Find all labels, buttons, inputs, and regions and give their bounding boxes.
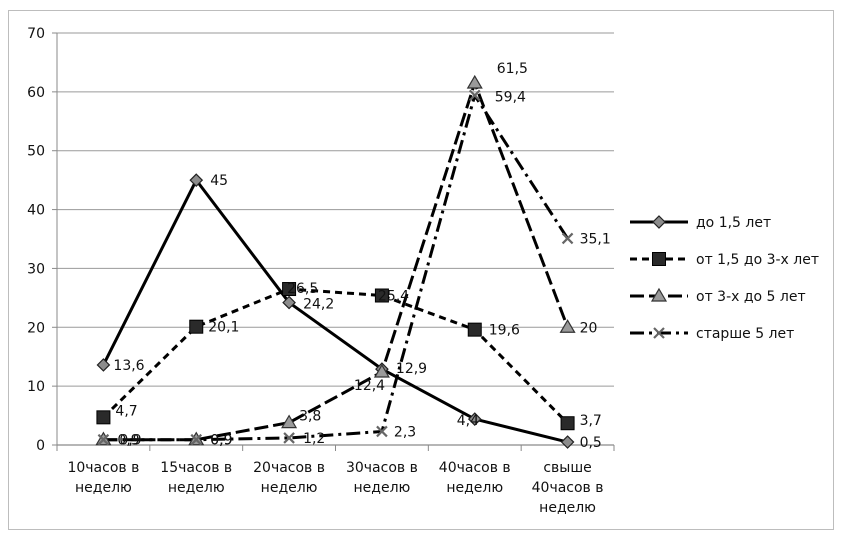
y-tick-label: 30	[27, 261, 45, 277]
data-label: 4,7	[115, 403, 137, 419]
data-point	[560, 435, 575, 449]
data-label: 0,9	[119, 433, 141, 449]
data-point	[97, 433, 110, 446]
series-markers	[95, 74, 576, 449]
data-point	[559, 319, 576, 333]
y-tick-label: 40	[27, 203, 45, 219]
x-tick-label: свыше 40часов в неделю	[532, 460, 604, 516]
data-label: 13,6	[113, 358, 144, 374]
data-point	[376, 425, 388, 438]
data-point	[467, 412, 482, 426]
gridlines	[57, 32, 614, 387]
data-point	[282, 282, 297, 297]
data-labels: 13,6 45 24,2 12,9 4,4 0,5 4,7 20,1 26,5 25,4 19,6 3…	[113, 61, 610, 451]
series-line	[102, 287, 569, 425]
x-tick-label: 30часов в неделю	[346, 460, 418, 496]
data-label: 19,6	[489, 323, 520, 339]
data-label: 20,1	[208, 320, 239, 336]
y-tick-label: 60	[27, 85, 45, 101]
data-label: 12,9	[396, 361, 427, 377]
data-label: 61,5	[497, 61, 528, 77]
data-point	[283, 432, 295, 444]
data-label: 0,5	[580, 435, 602, 451]
legend-marker	[650, 287, 668, 302]
data-point	[467, 322, 482, 337]
data-label: 3,7	[580, 413, 602, 429]
data-label: 4,4	[457, 413, 479, 429]
data-label: 35,1	[580, 231, 611, 247]
data-label: 0,9	[117, 433, 139, 449]
data-point	[561, 232, 574, 245]
legend-marker	[652, 252, 666, 266]
data-point	[189, 173, 204, 187]
y-tick-label: 70	[27, 26, 45, 42]
data-label: 3,8	[299, 409, 321, 425]
legend-label: до 1,5 лет	[696, 215, 771, 231]
x-tick-label: 10часов в неделю	[67, 460, 139, 496]
x-tick-label: 40часов в неделю	[439, 460, 511, 496]
series-lines	[102, 81, 569, 444]
x-tick-label: 20часов в неделю	[253, 460, 325, 496]
data-point	[468, 89, 481, 102]
data-point	[281, 414, 298, 429]
data-label: 12,4	[354, 378, 385, 394]
legend-label: от 1,5 до 3-х лет	[696, 252, 819, 268]
data-label: 26,5	[287, 281, 318, 297]
data-label: 2,3	[394, 424, 416, 440]
data-label: 0,9	[210, 433, 232, 449]
data-point	[560, 416, 575, 431]
legend-marker	[652, 215, 666, 229]
y-tick-label: 20	[27, 320, 45, 336]
legend-label: старше 5 лет	[696, 326, 794, 342]
data-label: 45	[210, 173, 228, 189]
data-label: 1,2	[303, 431, 325, 447]
data-point	[189, 319, 204, 334]
y-tick-label: 0	[36, 438, 45, 454]
data-point	[96, 410, 111, 425]
legend-label: от 3-х до 5 лет	[696, 289, 806, 305]
data-point	[96, 358, 111, 372]
data-label: 59,4	[495, 89, 526, 105]
data-point	[373, 363, 390, 378]
data-label: 20	[580, 320, 598, 336]
y-tick-label: 10	[27, 379, 45, 395]
data-label: 25,4	[378, 289, 409, 305]
series-line	[103, 81, 569, 442]
chart-frame	[8, 10, 834, 530]
x-tick-label: 15часов в неделю	[160, 460, 232, 496]
series-line	[103, 93, 569, 442]
legend-marker	[653, 327, 665, 339]
data-label: 0,9	[210, 433, 232, 449]
data-point	[466, 74, 483, 89]
series-line	[102, 178, 568, 444]
data-point	[190, 433, 203, 446]
data-point	[374, 288, 389, 303]
data-point	[282, 295, 296, 310]
data-label: 24,2	[303, 297, 334, 313]
y-tick-label: 50	[27, 144, 45, 160]
legend: до 1,5 лет от 1,5 до 3-х лет от 3-х до 5 л…	[630, 215, 819, 342]
